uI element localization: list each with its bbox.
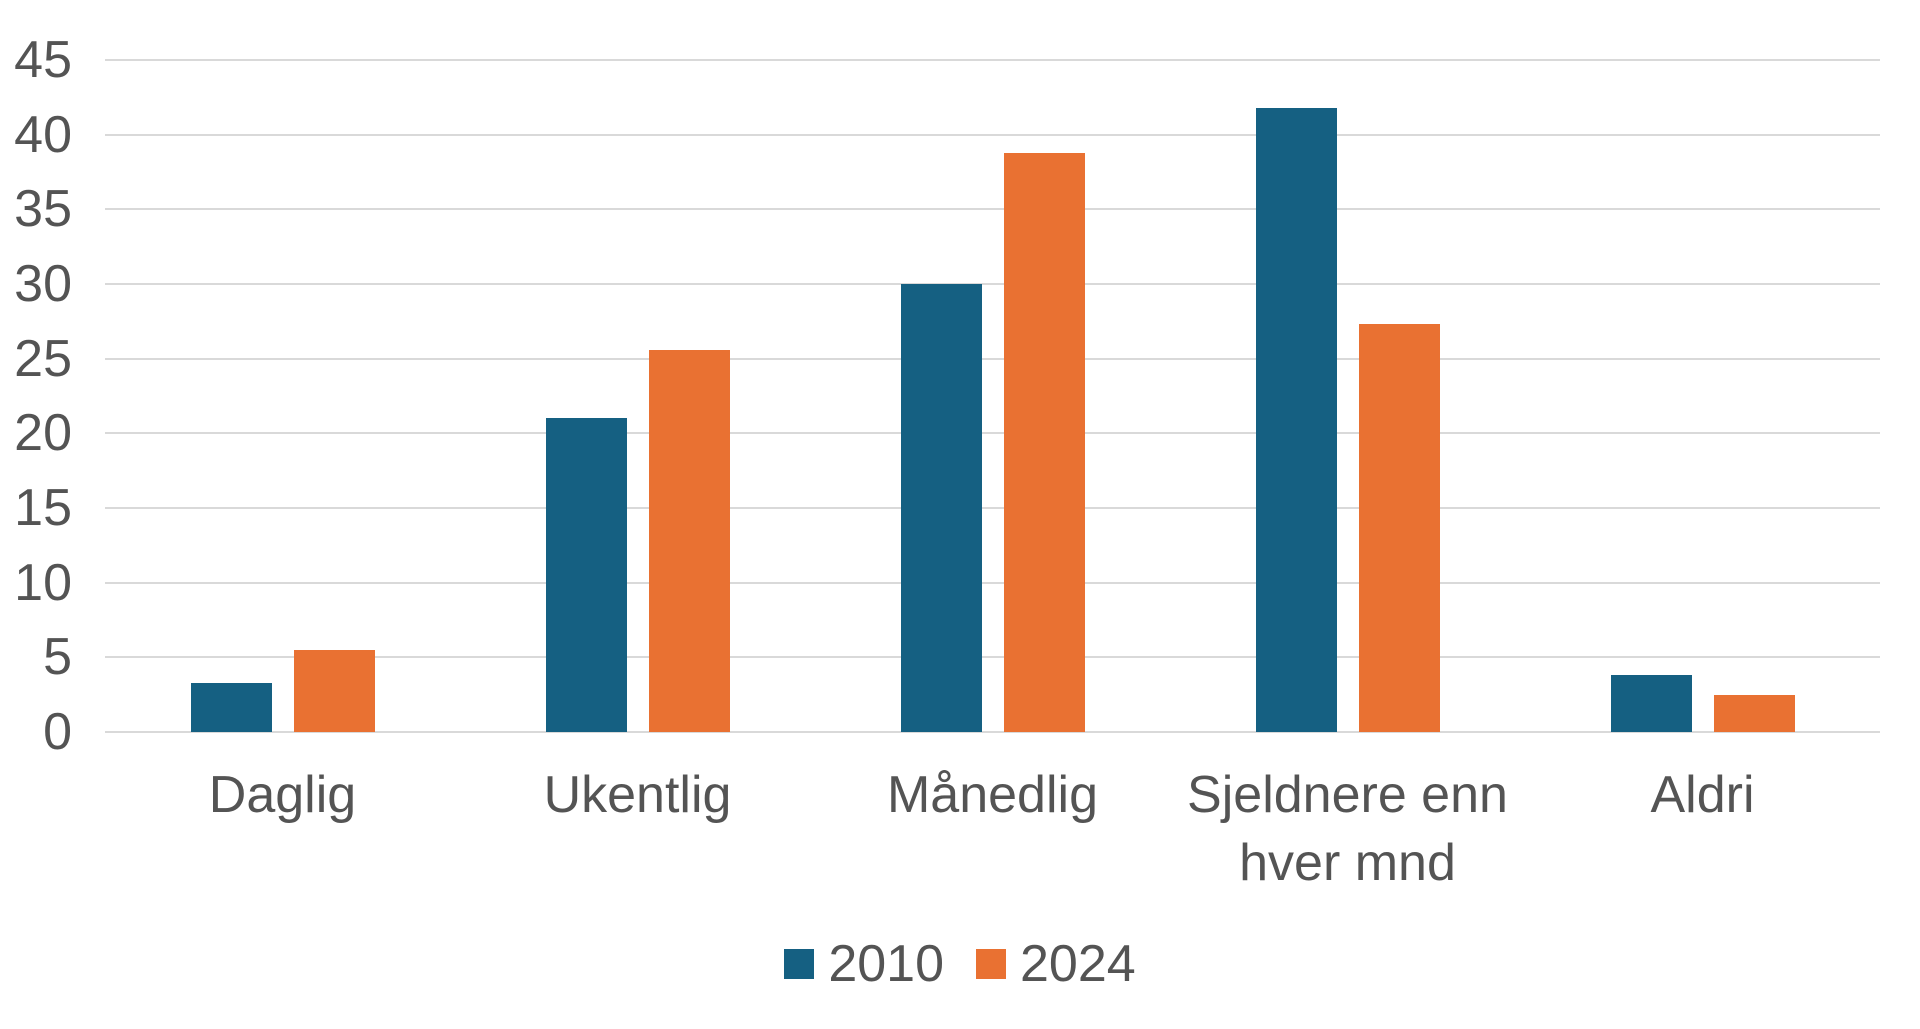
x-label-3: Sjeldnere enn hver mnd bbox=[1170, 762, 1525, 897]
bar-2010-1 bbox=[545, 418, 627, 732]
gridline-15 bbox=[105, 507, 1880, 509]
legend-swatch-2010 bbox=[784, 949, 815, 979]
x-label-1: Ukentlig bbox=[460, 762, 815, 897]
bar-group-2 bbox=[815, 60, 1170, 732]
x-label-4: Aldri bbox=[1525, 762, 1880, 897]
x-label-0: Daglig bbox=[105, 762, 460, 897]
y-tick-label-25: 25 bbox=[14, 329, 72, 388]
y-tick-label-40: 40 bbox=[14, 105, 72, 164]
y-tick-label-15: 15 bbox=[14, 479, 72, 537]
bar-2024-3 bbox=[1358, 324, 1440, 732]
bar-group-0 bbox=[105, 60, 460, 732]
bar-groups bbox=[105, 60, 1880, 732]
x-label-text: Månedlig bbox=[886, 766, 1099, 824]
y-tick-label-10: 10 bbox=[14, 553, 72, 612]
legend-item-2024: 2024 bbox=[976, 938, 1136, 990]
gridline-25 bbox=[105, 357, 1880, 360]
bar-2024-0 bbox=[293, 649, 375, 732]
y-tick-label-0: 0 bbox=[43, 703, 72, 761]
legend-label-2024: 2024 bbox=[1020, 935, 1136, 993]
bar-2024-1 bbox=[648, 349, 730, 732]
legend-swatch-2024 bbox=[976, 949, 1006, 979]
x-label-text: Sjeldnere enn hver mnd bbox=[1187, 766, 1508, 892]
gridline-45 bbox=[105, 59, 1880, 61]
gridline-20 bbox=[105, 432, 1880, 435]
y-tick-label-20: 20 bbox=[14, 404, 72, 463]
y-tick-label-5: 5 bbox=[43, 628, 72, 687]
bar-2010-0 bbox=[190, 682, 272, 732]
bar-2024-4 bbox=[1713, 694, 1795, 732]
bar-2024-2 bbox=[1003, 152, 1085, 732]
x-label-text: Aldri bbox=[1650, 766, 1755, 824]
bar-group-1 bbox=[460, 60, 815, 732]
x-label-text: Ukentlig bbox=[543, 766, 732, 824]
legend-label-2010: 2010 bbox=[828, 935, 944, 993]
y-axis: 0 5 10 15 20 25 30 35 40 45 bbox=[0, 34, 72, 758]
gridline-5 bbox=[105, 656, 1880, 659]
x-label-2: Månedlig bbox=[815, 762, 1170, 897]
x-labels: Daglig Ukentlig Månedlig Sjeldnere enn hver… bbox=[105, 762, 1880, 897]
gridline-35 bbox=[105, 208, 1880, 211]
gridline-10 bbox=[105, 581, 1880, 584]
x-label-text: Daglig bbox=[208, 766, 357, 824]
bar-2010-2 bbox=[900, 284, 982, 732]
y-tick-label-45: 45 bbox=[14, 31, 72, 89]
bar-group-4 bbox=[1525, 60, 1880, 732]
legend-item-2010: 2010 bbox=[784, 938, 944, 990]
plot-area bbox=[105, 59, 1880, 733]
gridline-30 bbox=[105, 283, 1880, 285]
y-tick-label-30: 30 bbox=[14, 255, 72, 313]
legend: 2010 2024 bbox=[0, 938, 1920, 990]
y-tick-label-35: 35 bbox=[14, 180, 72, 239]
gridline-0 bbox=[105, 731, 1880, 733]
bar-2010-3 bbox=[1255, 107, 1337, 732]
bar-2010-4 bbox=[1610, 675, 1692, 732]
gridline-40 bbox=[105, 133, 1880, 136]
bar-group-3 bbox=[1170, 60, 1525, 732]
